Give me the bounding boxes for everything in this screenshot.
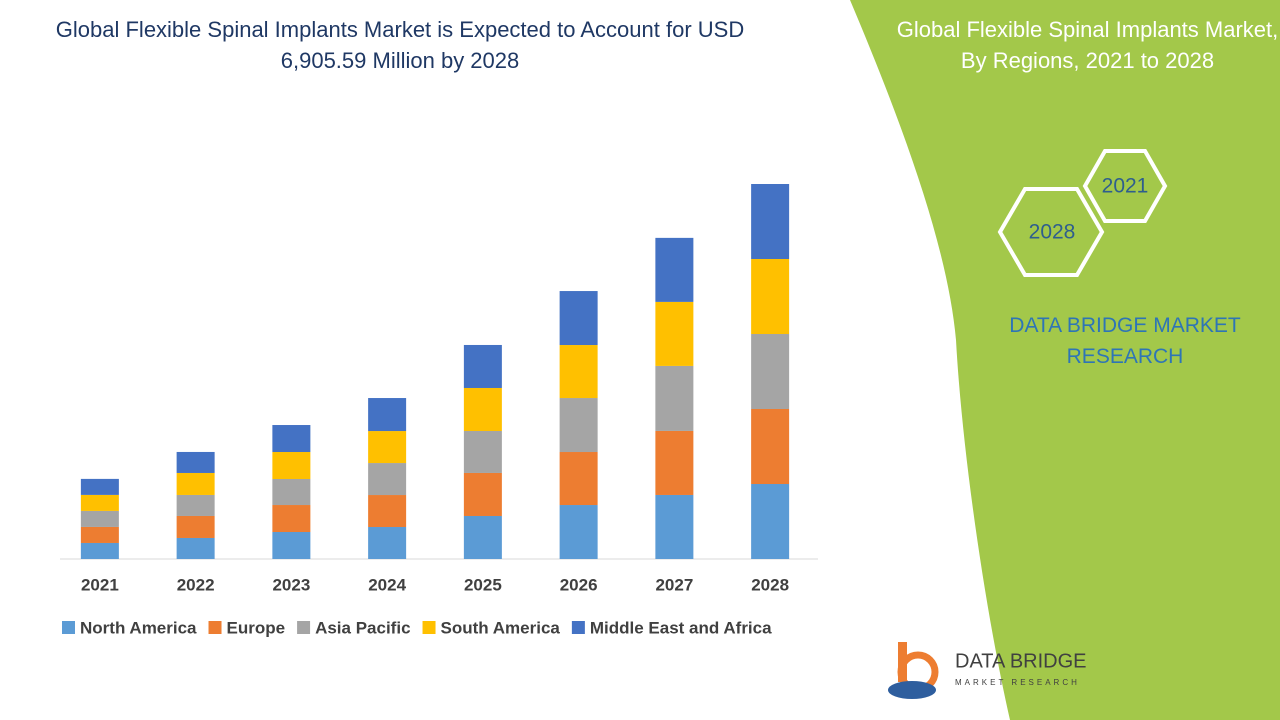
brand: DATA BRIDGE MARKET RESEARCH — [1009, 314, 1241, 368]
x-tick-label: 2021 — [81, 575, 119, 594]
x-tick-label: 2028 — [751, 575, 789, 594]
bar-segment — [176, 494, 215, 516]
bar-segment — [368, 398, 407, 432]
side-title: Global Flexible Spinal Implants Market, … — [896, 17, 1279, 73]
bar-segment — [751, 334, 790, 409]
legend-label: Asia Pacific — [315, 618, 410, 637]
x-tick-label: 2024 — [368, 575, 406, 594]
bar-segment — [463, 430, 502, 473]
bar-segment — [80, 494, 119, 511]
bar-segment — [80, 510, 119, 527]
bar-segment — [272, 452, 311, 480]
bar-segment — [272, 505, 311, 533]
bar-segment — [176, 451, 215, 473]
bar-segment — [655, 430, 694, 495]
bar-segment — [176, 472, 215, 495]
x-tick-label: 2026 — [560, 575, 598, 594]
bar-segment — [176, 537, 215, 559]
bar-segment — [463, 387, 502, 431]
hexagon — [997, 187, 1105, 277]
logo-swoosh — [888, 681, 936, 699]
bar-segment — [559, 291, 598, 346]
legend-swatch — [422, 621, 436, 634]
side-panel-bg — [850, 0, 1280, 720]
legend-swatch — [297, 621, 311, 634]
bar-segment — [368, 463, 407, 496]
hexagon-label: 2028 — [1029, 221, 1076, 244]
x-tick-label: 2027 — [655, 575, 693, 594]
legend-swatch — [62, 621, 75, 634]
legend-label: Europe — [227, 618, 286, 637]
bar-segment — [368, 527, 407, 559]
bar-segment — [751, 484, 790, 559]
legend-label: South America — [441, 618, 561, 637]
bar-segment — [655, 301, 694, 366]
x-tick-label: 2025 — [464, 575, 502, 594]
hexagon — [1082, 149, 1168, 223]
logo-icon — [888, 642, 939, 699]
hexagon-label: 2021 — [1102, 175, 1149, 198]
bar-segment — [751, 409, 790, 484]
x-tick-label: 2022 — [177, 575, 215, 594]
chart-title: Global Flexible Spinal Implants Market i… — [55, 17, 745, 73]
bar-segment — [559, 505, 598, 559]
bar-segment — [176, 515, 215, 538]
bar-segment — [80, 542, 119, 559]
bar-segment — [272, 479, 311, 506]
bar-segment — [559, 398, 598, 453]
bar-segment — [559, 345, 598, 399]
bar-segment — [463, 344, 502, 388]
bar-segment — [655, 494, 694, 559]
bar-segment — [272, 532, 311, 559]
logo-tagline: MARKET RESEARCH — [955, 678, 1080, 687]
legend-swatch — [208, 621, 222, 634]
bar-segment — [368, 495, 407, 528]
bar-segment — [559, 452, 598, 506]
bar-segment — [655, 365, 694, 431]
legend-label: Middle East and Africa — [590, 618, 772, 637]
bar-segment — [463, 515, 502, 559]
bar-segment — [751, 259, 790, 334]
bar-segment — [80, 478, 119, 495]
bar-segment — [272, 425, 311, 453]
bar-segment — [751, 184, 790, 259]
bar-segment — [655, 237, 694, 302]
legend-label: North America — [80, 618, 197, 637]
bar-segment — [368, 431, 407, 464]
logo-name: DATA BRIDGE — [955, 650, 1087, 672]
bar-segment — [463, 472, 502, 516]
legend-swatch — [571, 621, 585, 634]
x-tick-label: 2023 — [272, 575, 310, 594]
bar-segment — [80, 526, 119, 543]
